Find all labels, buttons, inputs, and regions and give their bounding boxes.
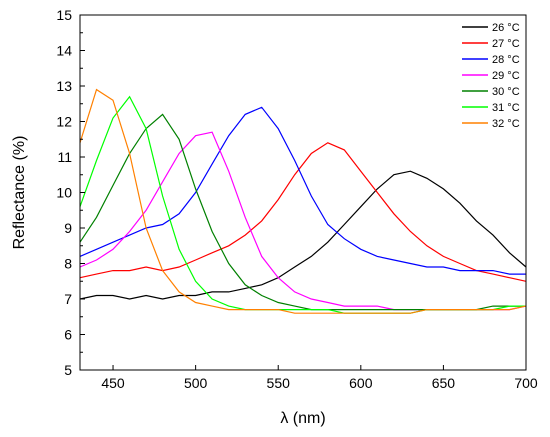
x-tick-label: 600 bbox=[349, 375, 373, 391]
y-axis: 5 6 7 8 9 10 11 12 13 14 15 bbox=[56, 7, 85, 378]
legend-label-6: 31 °C bbox=[492, 102, 520, 114]
legend-label-2: 27 °C bbox=[492, 38, 520, 50]
y-tick-label: 5 bbox=[64, 362, 72, 378]
y-axis-title: Reflectance (%) bbox=[11, 136, 28, 250]
y-tick-label: 14 bbox=[56, 43, 72, 59]
x-tick-label: 650 bbox=[432, 375, 456, 391]
legend-label-3: 28 °C bbox=[492, 54, 520, 66]
series-line-7 bbox=[79, 88, 527, 314]
y-tick-label: 10 bbox=[56, 185, 72, 201]
x-tick-label: 500 bbox=[184, 375, 208, 391]
y-tick-label: 6 bbox=[64, 327, 72, 343]
y-tick-label: 9 bbox=[64, 220, 72, 236]
y-tick-label: 15 bbox=[56, 7, 72, 23]
y-tick-label: 7 bbox=[64, 291, 72, 307]
series-line-2 bbox=[79, 142, 527, 282]
legend-label-4: 29 °C bbox=[492, 70, 520, 82]
legend: 26 °C 27 °C 28 °C 29 °C 30 °C 31 °C 32 °C bbox=[462, 22, 520, 130]
x-tick-label: 700 bbox=[514, 375, 538, 391]
series-line-5 bbox=[79, 113, 526, 311]
series-line-6 bbox=[79, 95, 526, 314]
y-tick-label: 12 bbox=[56, 114, 72, 130]
y-tick-label: 13 bbox=[56, 78, 72, 94]
y-tick-label: 8 bbox=[64, 256, 72, 272]
plot-frame bbox=[79, 14, 527, 371]
series-line-4 bbox=[79, 131, 527, 311]
x-tick-label: 550 bbox=[267, 375, 291, 391]
legend-label-1: 26 °C bbox=[492, 22, 520, 34]
x-tick-label: 450 bbox=[101, 375, 125, 391]
y-tick-label: 11 bbox=[57, 149, 72, 165]
x-axis: 450 500 550 600 650 700 bbox=[101, 365, 538, 391]
plot-lines bbox=[79, 88, 527, 314]
legend-label-7: 32 °C bbox=[492, 118, 520, 130]
series-line-3 bbox=[79, 106, 526, 275]
series-line-1 bbox=[79, 170, 527, 300]
legend-label-5: 30 °C bbox=[492, 86, 520, 98]
x-axis-title: λ (nm) bbox=[280, 410, 325, 427]
